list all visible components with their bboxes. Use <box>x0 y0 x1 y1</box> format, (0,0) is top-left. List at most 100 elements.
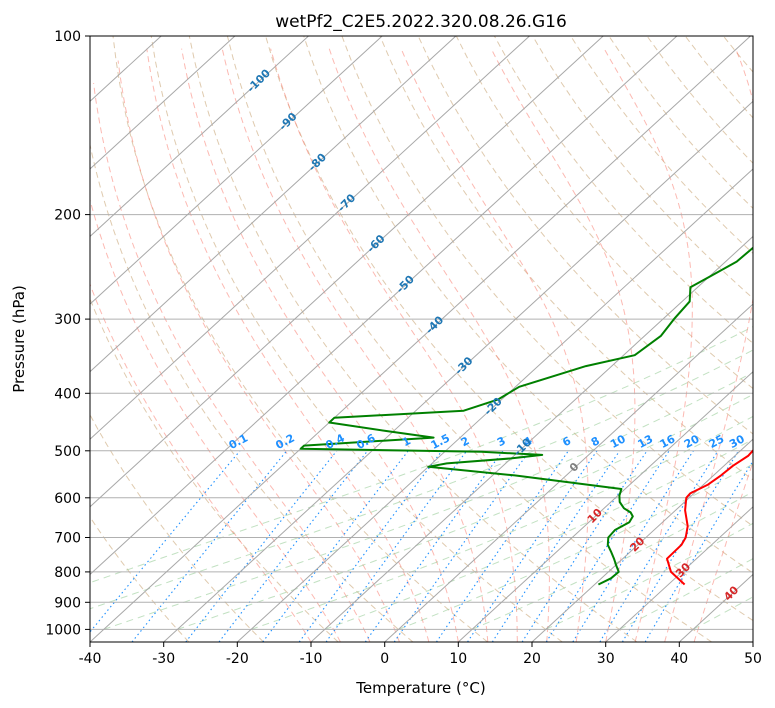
isotherm <box>605 506 753 642</box>
reference-curve <box>90 349 753 610</box>
dry-adiabat <box>455 36 753 390</box>
x-tick-label: -10 <box>300 651 323 667</box>
dewpoint-line <box>299 246 753 586</box>
moist-adiabat <box>328 48 550 642</box>
background-lines <box>90 36 775 642</box>
moist-adiabat <box>146 48 430 642</box>
moist-adiabat <box>117 60 400 642</box>
mixing-ratio-label: 10 <box>608 432 628 451</box>
chart-title: wetPf2_C2E5.2022.320.08.26.G16 <box>275 12 567 32</box>
mixing-ratio-label: 13 <box>636 432 656 451</box>
dry-adiabat <box>379 36 753 481</box>
y-tick-label: 900 <box>54 595 81 611</box>
moist-adiabat <box>400 48 589 642</box>
mixing-ratio-label: 16 <box>658 432 678 451</box>
reference-curve <box>177 393 753 630</box>
dry-adiabat <box>341 36 753 527</box>
moist-adiabat <box>270 48 518 642</box>
y-tick-label: 600 <box>54 491 81 507</box>
mixing-ratio-label: 30 <box>727 432 747 451</box>
x-tick-label: 30 <box>597 651 615 667</box>
profile-series <box>299 246 753 586</box>
isotherm <box>90 36 678 576</box>
isotherm <box>90 36 530 440</box>
dry-adiabat <box>532 36 753 299</box>
moist-adiabat <box>90 198 341 642</box>
dry-adiabat <box>112 36 488 642</box>
mixing-ratio-label: 0.2 <box>273 431 296 452</box>
y-tick-label: 700 <box>54 531 81 547</box>
mixing-ratio-line <box>131 450 288 642</box>
isotherm <box>310 235 753 642</box>
x-tick-label: -20 <box>226 651 249 667</box>
mixing-ratio-line <box>185 450 338 642</box>
y-tick-label: 800 <box>54 565 81 581</box>
moist-adiabat <box>221 48 489 642</box>
y-tick-label: 200 <box>54 208 81 224</box>
mixing-ratio-line <box>435 450 569 642</box>
isotherm <box>457 370 753 642</box>
isotherm <box>90 36 604 508</box>
x-tick-label: -30 <box>152 651 175 667</box>
mixing-ratio-line <box>90 450 241 633</box>
reference-curve <box>398 463 753 630</box>
moist-adiabat <box>603 48 693 642</box>
dry-adiabat <box>150 36 563 642</box>
reference-curve <box>250 415 753 630</box>
x-tick-label: 40 <box>670 651 688 667</box>
dry-adiabat <box>188 36 638 642</box>
mixing-ratio-line <box>521 450 648 642</box>
dry-adiabat <box>90 142 414 642</box>
reference-curve <box>545 522 753 630</box>
plot-frame <box>89 35 754 643</box>
moist-adiabat <box>181 48 459 642</box>
dry-adiabat <box>90 297 339 642</box>
dry-adiabat <box>684 36 753 119</box>
mixing-ratio-label: 1 <box>400 434 413 449</box>
y-tick-label: 300 <box>54 312 81 328</box>
reference-curve <box>471 491 753 630</box>
dry-adiabat <box>646 36 753 164</box>
mixing-ratio-line <box>545 450 670 642</box>
mixing-ratio-line <box>298 450 443 642</box>
mixing-ratio-label: 20 <box>682 432 702 451</box>
reference-curve <box>103 371 753 630</box>
isotherm <box>90 36 457 373</box>
dry-adiabat <box>493 36 753 344</box>
isotherm <box>752 641 753 642</box>
dry-adiabat <box>90 516 190 642</box>
y-axis-title: Pressure (hPa) <box>10 285 28 393</box>
isotherm <box>236 168 753 642</box>
moist-adiabat <box>693 460 753 642</box>
reference-curve <box>619 558 753 630</box>
isotherm <box>678 573 753 642</box>
mixing-ratio-line <box>491 450 621 642</box>
y-tick-label: 500 <box>54 444 81 460</box>
x-axis-title: Temperature (°C) <box>355 679 485 697</box>
mixing-ratio-line <box>572 450 694 642</box>
temperature-line <box>666 448 753 586</box>
dry-adiabat <box>762 36 775 642</box>
mixing-ratio-line <box>467 450 598 642</box>
reference-curve <box>324 438 753 630</box>
dry-adiabat <box>417 36 753 435</box>
x-tick-label: -40 <box>79 651 102 667</box>
isotherm <box>384 303 753 642</box>
mixing-ratio-line <box>393 450 531 642</box>
mixing-ratio-label: 1.5 <box>429 431 452 452</box>
dry-adiabat <box>722 36 753 73</box>
y-tick-label: 1000 <box>45 622 81 638</box>
dry-adiabat <box>265 36 753 622</box>
dry-adiabat <box>90 413 264 642</box>
axes: -40 -30 -20 -10 0 10 20 30 40 5010020030040050060… <box>45 29 762 667</box>
dry-adiabat <box>570 36 753 255</box>
mixing-ratio-line <box>262 450 409 642</box>
dry-adiabat <box>303 36 753 574</box>
isotherm <box>90 36 751 642</box>
mixing-ratio-label: 25 <box>707 432 727 451</box>
isotherm <box>163 100 753 642</box>
y-tick-label: 100 <box>54 29 81 45</box>
mixing-ratio-line <box>599 450 719 642</box>
mixing-ratio-label: 6 <box>560 434 573 449</box>
